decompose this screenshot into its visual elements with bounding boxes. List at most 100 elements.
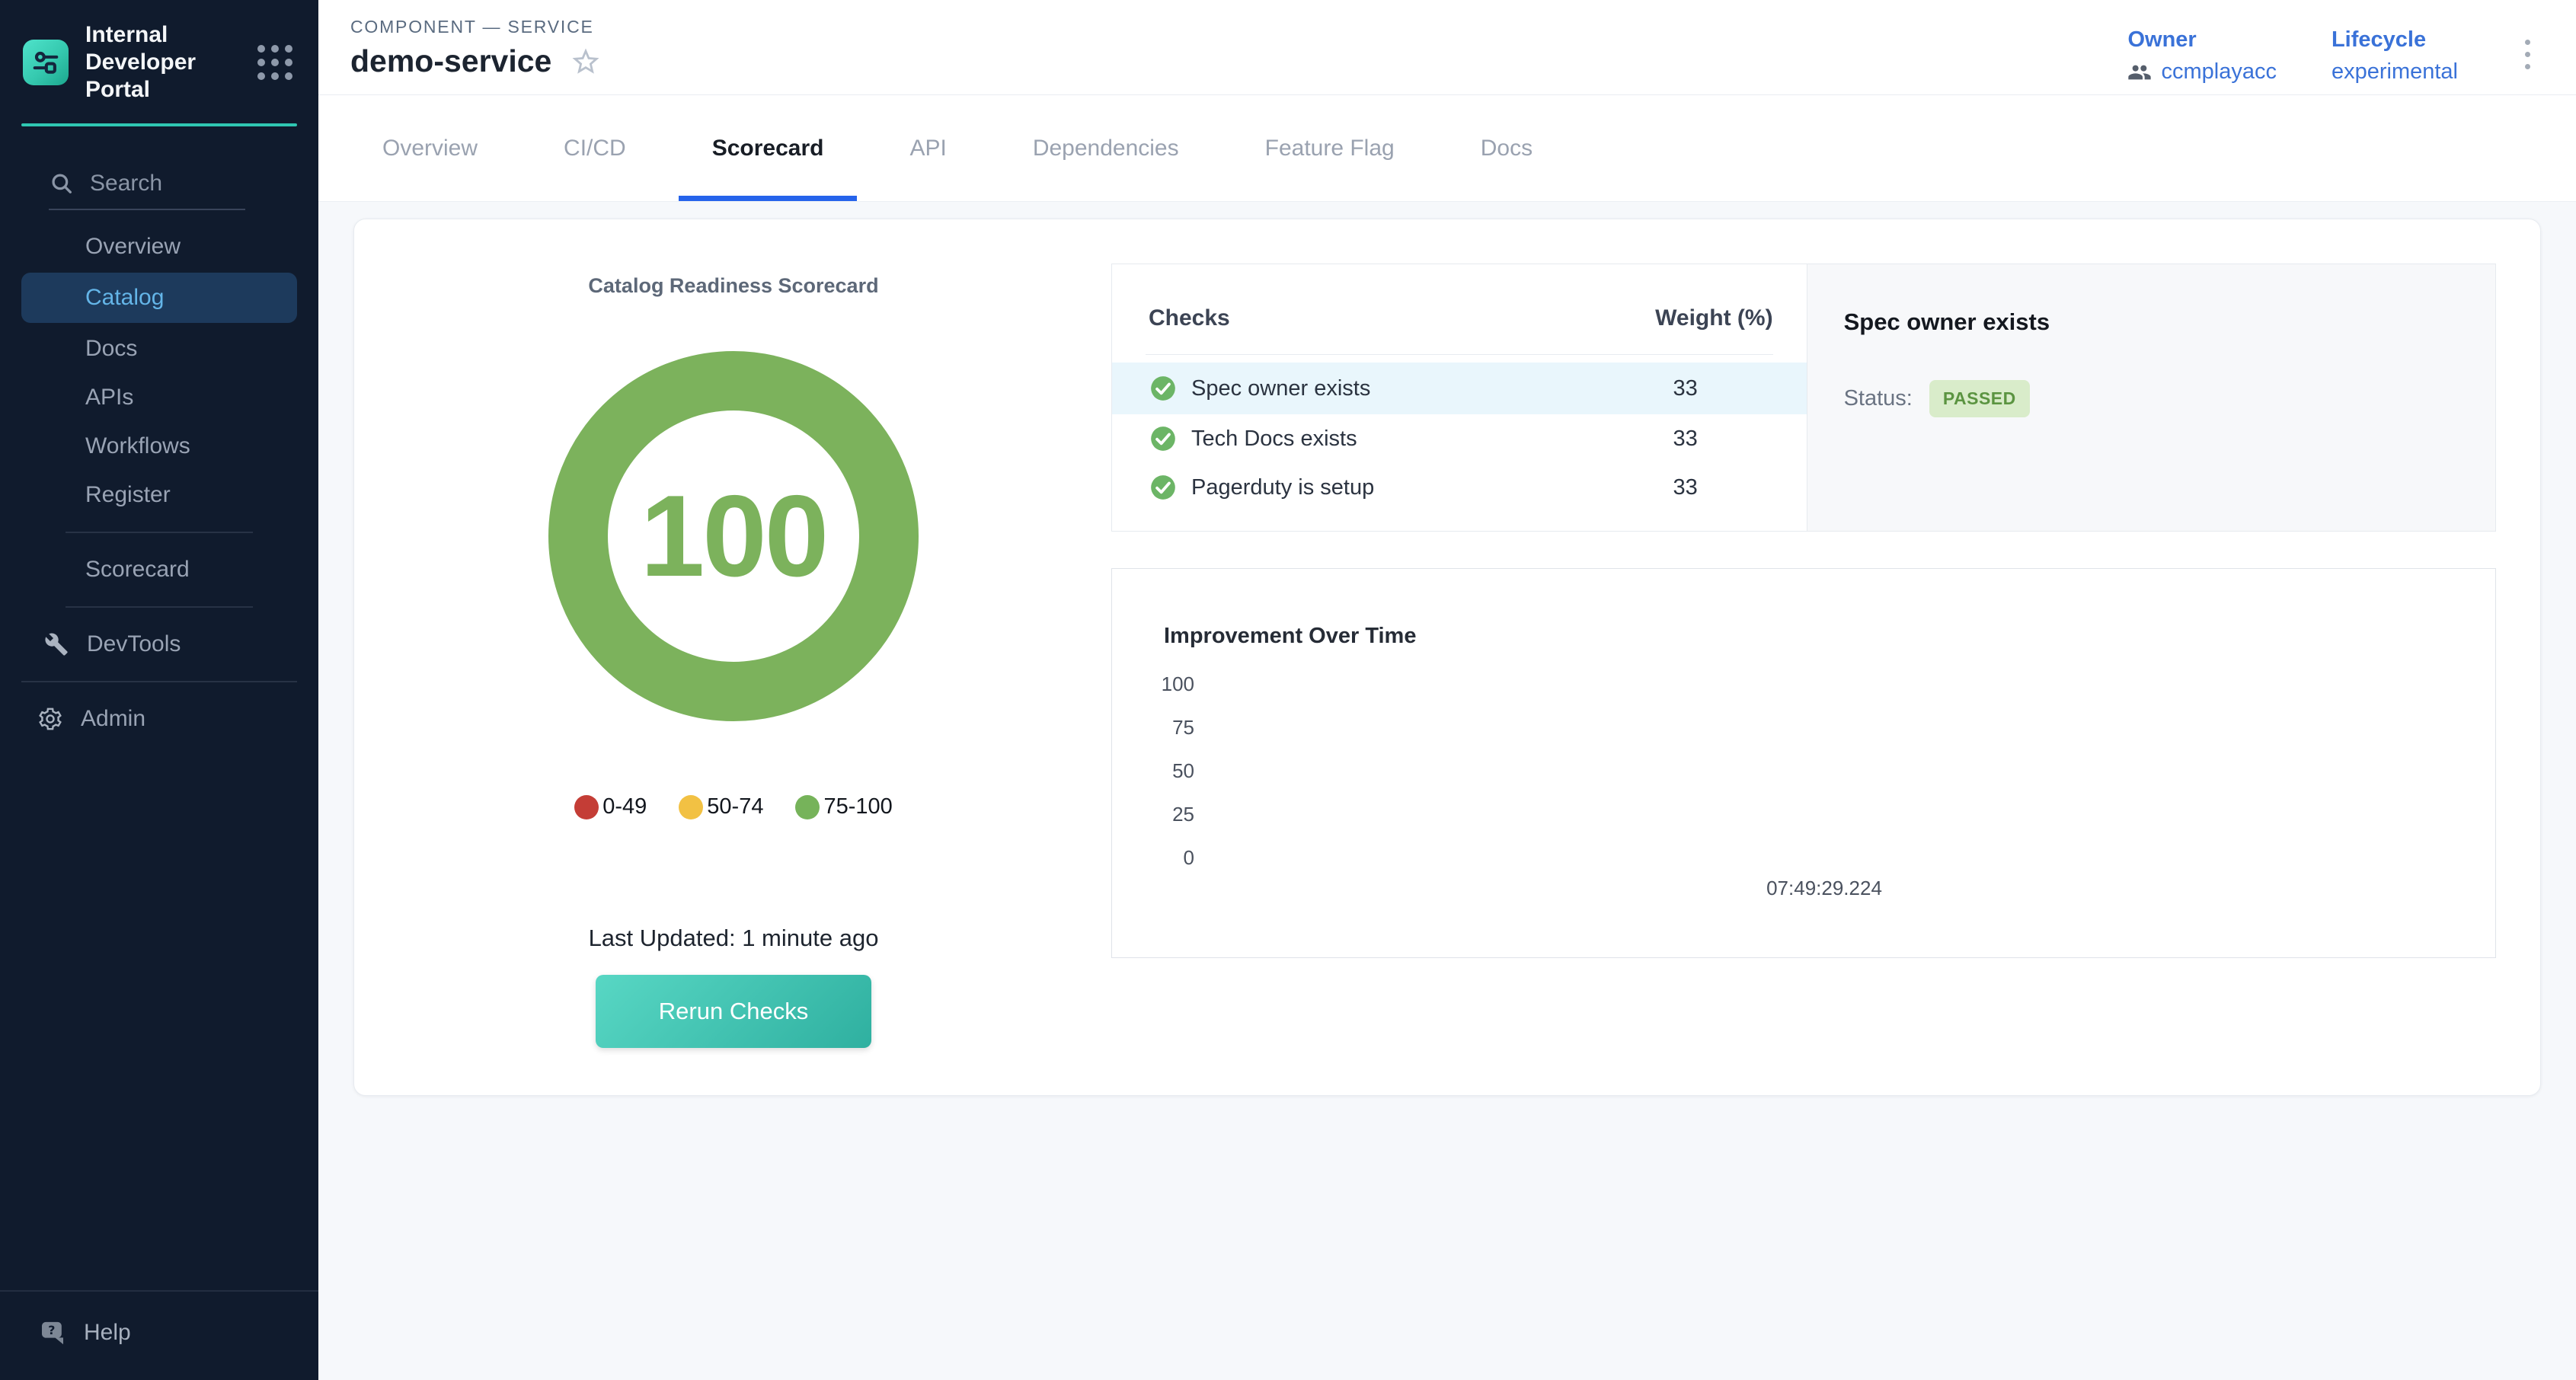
sidebar-item-label: DevTools: [87, 631, 181, 656]
tab-feature-flag[interactable]: Feature Flag: [1264, 135, 1395, 161]
sidebar-item-register[interactable]: Register: [85, 482, 171, 507]
sidebar-item-help[interactable]: ? Help: [0, 1290, 318, 1380]
rerun-checks-button[interactable]: Rerun Checks: [596, 975, 871, 1048]
y-tick: 25: [1172, 803, 1194, 826]
scorecard-card: Catalog Readiness Scorecard 100 0-49 50-…: [353, 219, 2541, 1096]
weight-header-label: Weight (%): [1655, 305, 1773, 331]
checks-panel: Checks Weight (%) Spec owner exists: [1111, 264, 2496, 532]
check-detail-title: Spec owner exists: [1843, 308, 2050, 335]
sidebar-nav: Overview Catalog Docs APIs Workflows Reg…: [0, 222, 318, 743]
owner-block: Owner ccmplayacc: [2127, 27, 2277, 85]
score-gauge: 100: [548, 351, 919, 721]
help-chat-icon: ?: [38, 1318, 69, 1348]
checks-table-header: Checks Weight (%): [1146, 287, 1773, 355]
main: COMPONENT — SERVICE demo-service Owner: [318, 0, 2576, 1380]
search-icon: [49, 171, 75, 196]
owner-label: Owner: [2127, 27, 2197, 52]
check-circle-icon: [1151, 426, 1175, 451]
tab-scorecard[interactable]: Scorecard: [678, 95, 858, 201]
search-input[interactable]: [90, 171, 219, 196]
score-value: 100: [640, 471, 829, 601]
legend-label: 0-49: [602, 794, 647, 819]
sidebar: Internal Developer Portal Overview Catal…: [0, 0, 318, 1380]
owner-link[interactable]: ccmplayacc: [2161, 59, 2277, 84]
y-tick: 100: [1161, 672, 1194, 695]
legend-dot-yellow: [679, 794, 704, 819]
sidebar-item-label: Admin: [81, 706, 146, 731]
more-menu-button[interactable]: [2513, 30, 2542, 78]
sidebar-item-catalog[interactable]: Catalog: [21, 273, 297, 323]
last-updated-text: Last Updated: 1 minute ago: [588, 925, 879, 951]
header-right: Owner ccmplayacc Lifecycle experimental: [2127, 17, 2542, 85]
sidebar-item-docs[interactable]: Docs: [85, 336, 138, 361]
y-tick: 50: [1172, 759, 1194, 782]
legend-dot-red: [574, 794, 599, 819]
svg-text:?: ?: [48, 1323, 55, 1337]
nav-divider: [66, 606, 253, 608]
brand-accent-divider: [21, 123, 297, 126]
legend-dot-green: [795, 794, 820, 819]
check-name: Spec owner exists: [1191, 375, 1371, 401]
x-tick: 07:49:29.224: [1766, 877, 1882, 899]
tab-docs[interactable]: Docs: [1480, 135, 1533, 161]
tab-cicd[interactable]: CI/CD: [564, 135, 626, 161]
check-weight: 33: [1673, 375, 1698, 401]
lifecycle-label: Lifecycle: [2331, 27, 2427, 52]
y-tick: 0: [1183, 846, 1194, 869]
table-row[interactable]: Spec owner exists 33: [1112, 363, 1807, 414]
sidebar-item-scorecard[interactable]: Scorecard: [85, 557, 190, 582]
check-name: Tech Docs exists: [1191, 426, 1357, 451]
score-legend: 0-49 50-74 75-100: [574, 794, 893, 819]
wrench-icon: [43, 632, 70, 656]
brand-title: Internal Developer Portal: [85, 22, 197, 102]
tab-api[interactable]: API: [909, 135, 947, 161]
people-icon: [2127, 60, 2152, 85]
tab-overview[interactable]: Overview: [382, 135, 478, 161]
legend-label: 75-100: [823, 794, 893, 819]
table-row[interactable]: Pagerduty is setup 33: [1146, 463, 1773, 512]
page-title: demo-service: [350, 43, 552, 78]
lifecycle-block: Lifecycle experimental: [2332, 27, 2458, 85]
favorite-star-icon[interactable]: [570, 46, 602, 78]
checks-column: Checks Weight (%) Spec owner exists: [1111, 264, 2496, 1051]
table-row[interactable]: Tech Docs exists 33: [1146, 414, 1773, 463]
page-header: COMPONENT — SERVICE demo-service Owner: [318, 0, 2576, 95]
chart-title: Improvement Over Time: [1164, 624, 1417, 648]
check-name: Pagerduty is setup: [1191, 474, 1375, 500]
sidebar-search[interactable]: [49, 171, 245, 210]
check-weight: 33: [1673, 474, 1698, 500]
check-circle-icon: [1151, 376, 1175, 401]
status-badge: PASSED: [1929, 380, 2030, 417]
nav-divider: [21, 681, 297, 682]
checks-header-label: Checks: [1149, 305, 1230, 331]
apps-grid-icon[interactable]: [254, 42, 296, 83]
sidebar-item-devtools[interactable]: DevTools: [0, 620, 318, 669]
help-label: Help: [84, 1320, 131, 1345]
lifecycle-value: experimental: [2331, 59, 2458, 84]
tab-dependencies[interactable]: Dependencies: [1032, 135, 1179, 161]
chart-y-axis: 100 75 50 25 0: [1139, 672, 1194, 890]
status-label: Status:: [1843, 386, 1913, 410]
app-logo-icon: [23, 40, 69, 85]
score-column: Catalog Readiness Scorecard 100 0-49 50-…: [398, 264, 1069, 1051]
entity-tabs: Overview CI/CD Scorecard API Dependencie…: [318, 95, 2576, 202]
check-weight: 33: [1673, 426, 1698, 451]
breadcrumb: COMPONENT — SERVICE: [350, 17, 594, 37]
y-tick: 75: [1172, 716, 1194, 739]
sidebar-spacer: [0, 743, 318, 1290]
brand: Internal Developer Portal: [0, 0, 318, 119]
sidebar-item-workflows[interactable]: Workflows: [85, 433, 190, 458]
gear-icon: [37, 706, 64, 732]
check-detail-panel: Spec owner exists Status: PASSED: [1806, 264, 2495, 531]
sidebar-item-admin[interactable]: Admin: [0, 695, 318, 743]
legend-item-low: 0-49: [574, 794, 647, 819]
check-circle-icon: [1151, 475, 1175, 500]
checks-table: Checks Weight (%) Spec owner exists: [1112, 264, 1807, 531]
legend-label: 50-74: [707, 794, 764, 819]
sidebar-item-overview[interactable]: Overview: [85, 234, 181, 259]
sidebar-item-apis[interactable]: APIs: [85, 385, 134, 410]
legend-item-mid: 50-74: [679, 794, 763, 819]
content-area: Catalog Readiness Scorecard 100 0-49 50-…: [318, 202, 2576, 1380]
header-left: COMPONENT — SERVICE demo-service: [350, 17, 602, 79]
legend-item-high: 75-100: [795, 794, 893, 819]
